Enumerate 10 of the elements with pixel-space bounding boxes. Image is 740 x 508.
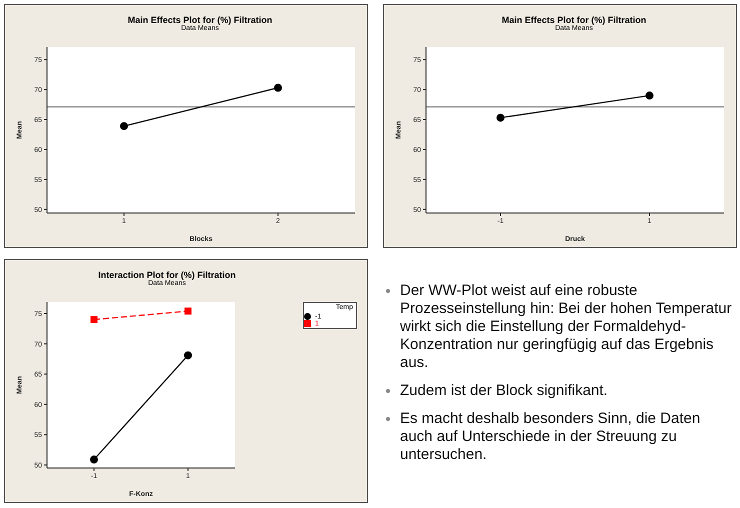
chart-title: Main Effects Plot for (%) Filtration	[500, 15, 648, 25]
text: Es macht deshalb besonders Sinn, die Daten auch auf Unterschiede in der Streuung zu untersuchen.	[400, 410, 702, 464]
text: Zudem ist der Block signifikant.	[400, 382, 608, 400]
text: Der WW-Plot weist auf eine robuste Prozesseinstellung hin: Bei der hohen Temperatur wirkt sich die Einstellung der Formaldehyd-Konzentration nur geringfügig auf das Ergebnis aus.	[400, 282, 733, 372]
chart-title: Interaction Plot for (%) Filtration	[97, 270, 237, 280]
point	[90, 456, 98, 464]
point	[184, 308, 192, 315]
point	[90, 316, 98, 324]
point	[184, 351, 192, 360]
chart-title: Main Effects Plot for (%) Filtration	[126, 15, 274, 25]
